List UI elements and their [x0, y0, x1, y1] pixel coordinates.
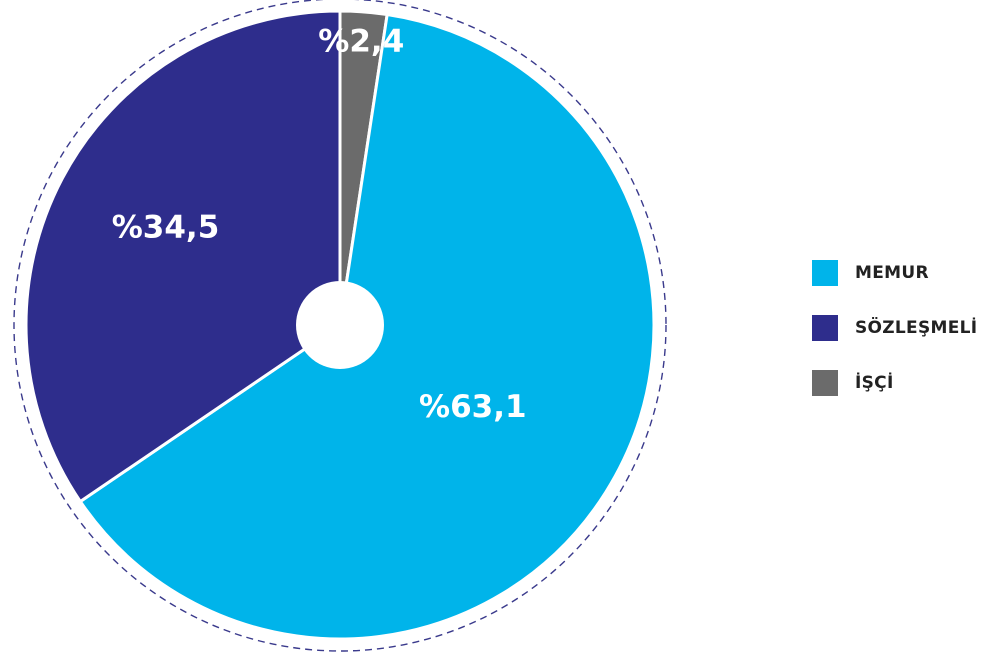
legend-item-sozlesmeli: SÖZLEŞMELİ — [812, 313, 977, 343]
legend-item-isci: İŞÇİ — [812, 368, 977, 398]
legend-label-sozlesmeli: SÖZLEŞMELİ — [855, 318, 978, 338]
slice-label-memur: %63,1 — [419, 389, 527, 425]
pie-slice-sozlesmeli — [24, 9, 342, 504]
slice-label-isci: %2,4 — [318, 24, 404, 60]
legend-label-isci: İŞÇİ — [855, 373, 894, 393]
legend-label-memur: MEMUR — [855, 263, 929, 283]
legend-swatch-memur — [812, 260, 838, 286]
dashed-outline-ring — [13, 0, 667, 652]
legend-item-memur: MEMUR — [812, 258, 977, 288]
slice-label-sozlesmeli: %34,5 — [112, 209, 220, 245]
center-hole — [296, 281, 384, 369]
legend-swatch-isci — [812, 370, 838, 396]
legend: MEMUR SÖZLEŞMELİ İŞÇİ — [812, 258, 977, 398]
legend-swatch-sozlesmeli — [812, 315, 838, 341]
